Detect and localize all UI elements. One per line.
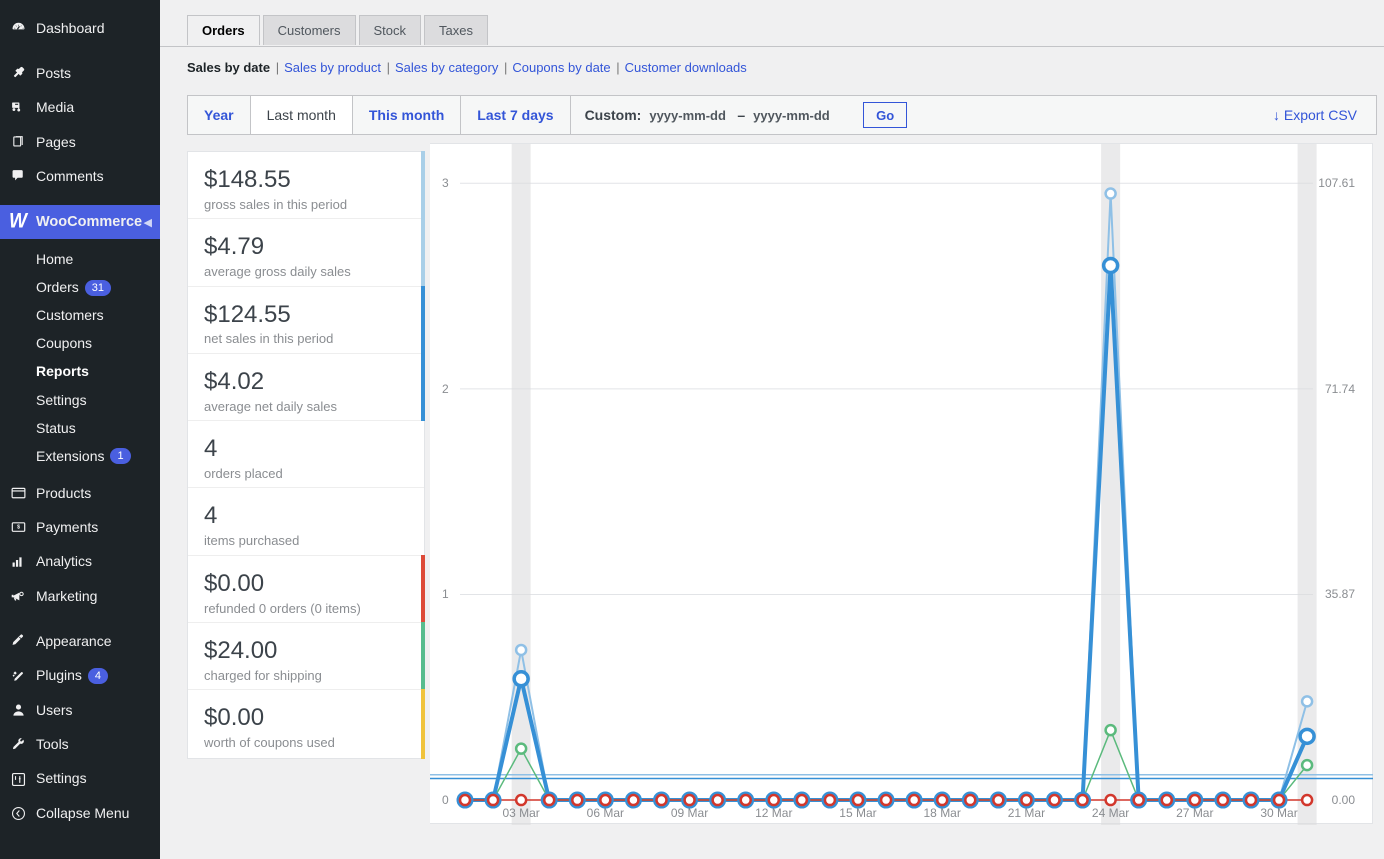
svg-text:$: $ [17,525,20,531]
